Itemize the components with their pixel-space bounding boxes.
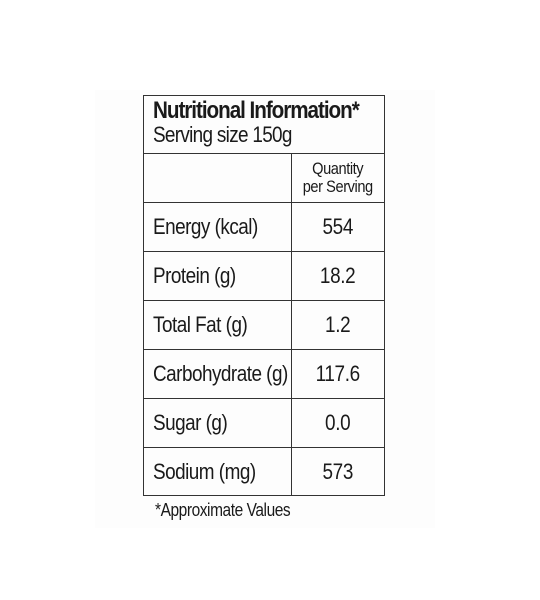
serving-size: Serving size 150g: [153, 122, 292, 147]
header-quantity-line1: Quantity: [312, 159, 364, 178]
nutrient-value-text: 0.0: [325, 410, 351, 435]
nutrient-value: 1.2: [292, 301, 384, 349]
table-header-row: Quantity per Serving: [144, 154, 384, 203]
nutrient-value-text: 1.2: [325, 312, 351, 337]
nutrient-value: 573: [292, 448, 384, 495]
nutrient-value-text: 554: [322, 214, 354, 239]
nutrient-name: Sodium (mg): [144, 448, 292, 495]
nutrient-name-text: Total Fat (g): [153, 312, 248, 337]
nutrient-name: Protein (g): [144, 252, 292, 300]
label-header: Nutritional Information* Serving size 15…: [144, 96, 384, 154]
table-row-energy: Energy (kcal) 554: [144, 203, 384, 252]
footnote: *Approximate Values: [155, 500, 291, 520]
nutrient-value: 117.6: [292, 350, 384, 398]
table-row-sugar: Sugar (g) 0.0: [144, 399, 384, 448]
nutrient-value-text: 117.6: [315, 361, 361, 386]
nutrient-name: Energy (kcal): [144, 203, 292, 251]
nutrient-name-text: Protein (g): [153, 263, 236, 288]
header-name-cell: [144, 154, 292, 202]
nutrient-value-text: 573: [322, 458, 354, 484]
table-row-protein: Protein (g) 18.2: [144, 252, 384, 301]
nutrition-label: Nutritional Information* Serving size 15…: [143, 95, 385, 496]
nutrient-name-text: Carbohydrate (g): [153, 361, 288, 386]
nutrient-value-text: 18.2: [320, 263, 356, 288]
nutrient-value: 0.0: [292, 399, 384, 447]
table-row-carbohydrate: Carbohydrate (g) 117.6: [144, 350, 384, 399]
header-quantity-line2: per Serving: [302, 177, 374, 196]
nutrient-name-text: Sodium (mg): [153, 458, 256, 484]
nutrient-name-text: Energy (kcal): [153, 214, 258, 239]
nutrient-value: 18.2: [292, 252, 384, 300]
header-quantity-cell: Quantity per Serving: [292, 154, 384, 202]
nutrient-name: Carbohydrate (g): [144, 350, 292, 398]
nutrient-name-text: Sugar (g): [153, 410, 228, 435]
table-row-total-fat: Total Fat (g) 1.2: [144, 301, 384, 350]
nutrient-value: 554: [292, 203, 384, 251]
nutrient-name: Sugar (g): [144, 399, 292, 447]
table-row-sodium: Sodium (mg) 573: [144, 448, 384, 495]
nutrient-name: Total Fat (g): [144, 301, 292, 349]
background-panel: [95, 90, 435, 528]
label-title: Nutritional Information*: [153, 97, 360, 124]
